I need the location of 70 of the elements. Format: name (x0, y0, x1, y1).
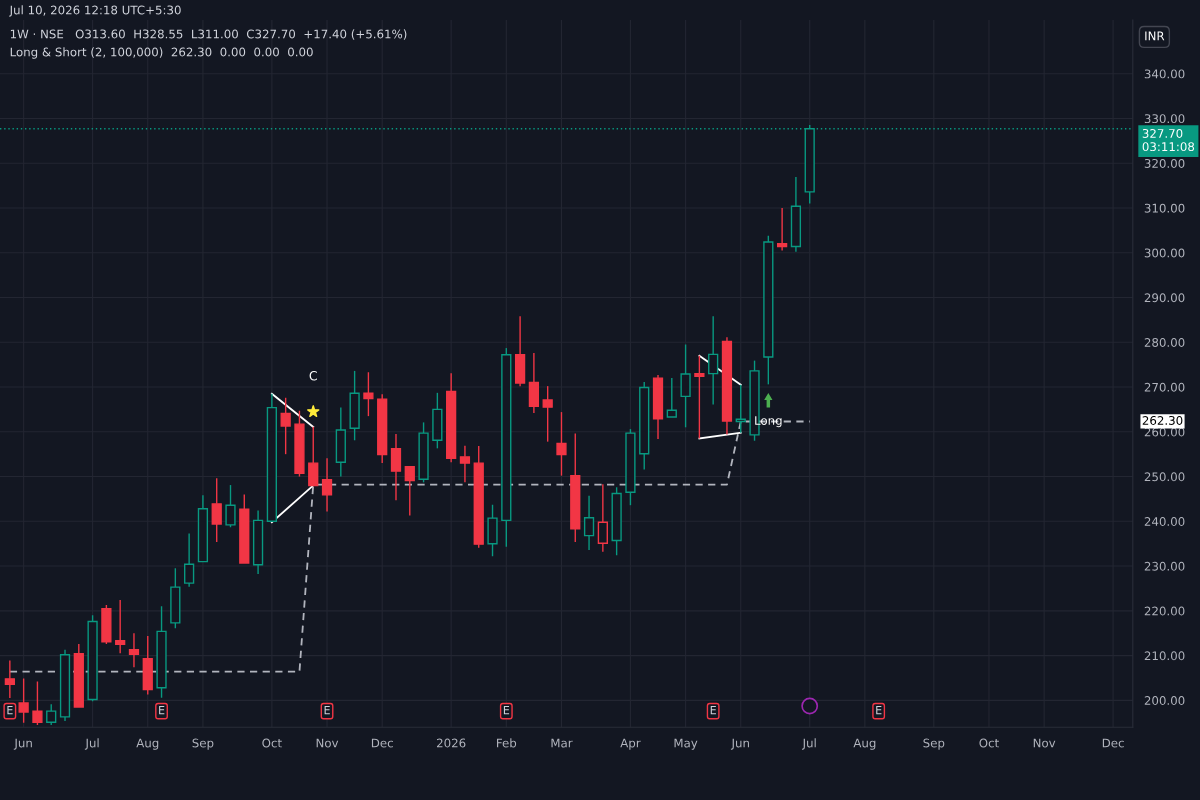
annotation: E (876, 706, 882, 715)
annotation: E (324, 706, 330, 715)
y-tick-label: 340.00 (1144, 69, 1185, 79)
y-tick-label: 240.00 (1144, 517, 1185, 526)
text: 262.30 (1142, 415, 1183, 425)
annotation: E (710, 706, 716, 715)
candlestick (680, 343, 691, 429)
candlestick (528, 352, 540, 414)
y-tick-label: 210.00 (1144, 651, 1185, 661)
x-tick-label: Oct (262, 738, 282, 748)
candlestick (583, 495, 595, 551)
candlestick (721, 336, 733, 436)
y-tick-label: 320.00 (1144, 158, 1185, 168)
candlestick (115, 599, 126, 655)
x-tick-label: Nov (316, 738, 339, 748)
annotation: E (7, 706, 13, 715)
annotation: E (159, 706, 165, 715)
y-tick-label: 280.00 (1144, 337, 1185, 347)
candlestick (59, 649, 71, 722)
x-tick-label: 2026 (436, 738, 466, 748)
annotation: Long (755, 416, 782, 428)
annotation: C (309, 371, 317, 381)
x-tick-label: Aug (853, 738, 876, 750)
y-tick-label: 330.00 (1144, 114, 1185, 124)
candlestick (459, 444, 471, 484)
y-tick-label: 250.00 (1144, 472, 1185, 482)
x-tick-label: Apr (620, 738, 641, 750)
annotation: E (503, 706, 510, 715)
text: Long & Short (2, 100,000) 262.30 0.00 0.00 0.00 (10, 47, 313, 59)
text: Jul 10, 2026 12:18 UTC+5:30 (8, 5, 181, 17)
ref-line-label: 327.70 03:11:08 (1142, 128, 1195, 152)
candlestick (4, 659, 15, 699)
candlestick (652, 374, 664, 440)
candlestick (776, 207, 788, 252)
x-tick-label: Sep (923, 738, 945, 750)
x-tick-label: Dec (371, 738, 393, 748)
y-axis-title: INR (1145, 31, 1165, 41)
candlestick (335, 406, 346, 478)
y-tick-label: 220.00 (1144, 606, 1185, 616)
candlestick (597, 483, 608, 553)
candlestick (184, 532, 195, 588)
y-tick-label: 230.00 (1144, 561, 1185, 571)
x-tick-label: Sep (192, 738, 214, 750)
x-tick-label: Feb (497, 738, 517, 748)
y-tick-label: 300.00 (1144, 248, 1185, 258)
x-tick-label: Mar (551, 738, 573, 748)
candlestick (514, 315, 526, 387)
candlestick (790, 176, 802, 253)
x-tick-label: Dec (1102, 738, 1124, 748)
text: 1W · NSE O313.60 H328.55 L311.00 C327.70 +17.40 (+5.61%) (10, 29, 407, 40)
y-tick-label: 270.00 (1144, 382, 1185, 392)
candlestick (128, 632, 140, 668)
candlestick (556, 411, 567, 477)
x-tick-label: May (674, 738, 698, 750)
x-tick-label: Jul (84, 738, 99, 750)
candlestick (252, 509, 264, 575)
x-tick-label: Jun (730, 738, 749, 750)
candlestick (708, 315, 719, 406)
candlestick (321, 457, 333, 513)
y-tick-label: 260.00 (1144, 427, 1185, 437)
x-tick-label: Oct (979, 738, 999, 748)
x-tick-label: Jul (801, 738, 816, 750)
candlestick (390, 433, 402, 501)
y-tick-label: 200.00 (1144, 696, 1185, 705)
x-tick-label: Jun (13, 738, 32, 750)
candlestick (446, 372, 457, 463)
y-tick-label: 310.00 (1144, 203, 1185, 213)
x-tick-label: Nov (1033, 738, 1056, 748)
y-tick-label: 290.00 (1144, 293, 1185, 303)
x-tick-label: Aug (136, 738, 159, 750)
